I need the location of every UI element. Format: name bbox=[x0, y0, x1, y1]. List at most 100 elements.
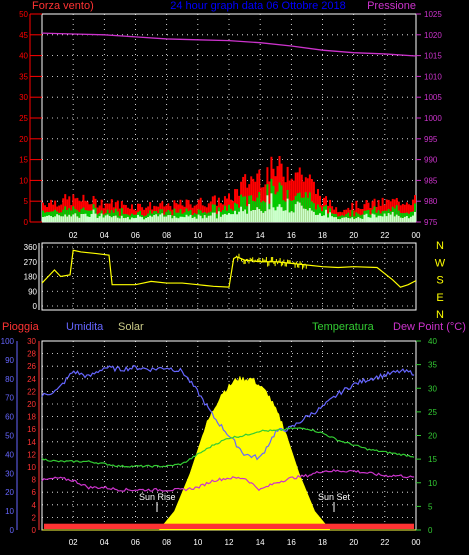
rain-tick-label: 18 bbox=[27, 413, 36, 422]
rain-tick-label: 10 bbox=[27, 463, 36, 472]
compass-letter: W bbox=[435, 257, 446, 269]
rain-tick-label: 16 bbox=[27, 425, 36, 434]
panel1-x-tick-label: 04 bbox=[100, 231, 109, 240]
rain-tick-label: 12 bbox=[27, 450, 36, 459]
compass-letter: N bbox=[436, 309, 444, 321]
panel3-x-tick-label: 16 bbox=[287, 538, 296, 547]
panel1-x-tick-label: 22 bbox=[380, 231, 389, 240]
rain-tick-label: 6 bbox=[32, 488, 37, 497]
direction-tick-label: 90 bbox=[28, 287, 37, 296]
humidity-tick-label: 0 bbox=[10, 526, 15, 535]
temperature-tick-label: 30 bbox=[428, 384, 437, 393]
temperature-tick-label: 15 bbox=[428, 455, 437, 464]
panel3-x-tick-label: 14 bbox=[256, 538, 265, 547]
humidity-line bbox=[41, 364, 415, 461]
temperature-tick-label: 10 bbox=[428, 479, 437, 488]
panel3-x-tick-label: 10 bbox=[193, 538, 202, 547]
rain-tick-label: 24 bbox=[27, 375, 36, 384]
panel3-x-tick-label: 20 bbox=[349, 538, 358, 547]
wind-tick-label: 30 bbox=[19, 93, 28, 102]
compass-letter: E bbox=[436, 292, 443, 304]
temperature-line bbox=[41, 426, 415, 468]
temperature-tick-label: 0 bbox=[428, 526, 433, 535]
pressure-tick-label: 975 bbox=[424, 218, 438, 227]
wind-tick-label: 10 bbox=[19, 176, 28, 185]
pressure-line bbox=[41, 32, 417, 57]
panel1-x-tick-label: 02 bbox=[69, 231, 78, 240]
panel1-x-tick-label: 12 bbox=[225, 231, 234, 240]
rain-tick-label: 14 bbox=[27, 438, 36, 447]
pressure-tick-label: 1000 bbox=[424, 114, 442, 123]
wind-tick-label: 15 bbox=[19, 156, 28, 165]
panel3-x-tick-label: 06 bbox=[131, 538, 140, 547]
panel3-x-tick-label: 08 bbox=[162, 538, 171, 547]
wind-tick-label: 50 bbox=[19, 10, 28, 19]
humidity-tick-label: 70 bbox=[5, 394, 14, 403]
pressure-tick-label: 1025 bbox=[424, 10, 442, 19]
humidity-axis-title: Umidita bbox=[66, 321, 104, 333]
pressure-tick-label: 1005 bbox=[424, 93, 442, 102]
rain-tick-label: 8 bbox=[32, 476, 37, 485]
pressure-tick-label: 990 bbox=[424, 156, 438, 165]
wind-tick-label: 20 bbox=[19, 135, 28, 144]
panel1-x-tick-label: 16 bbox=[287, 231, 296, 240]
panel3-x-tick-label: 22 bbox=[380, 538, 389, 547]
panel3-x-tick-label: 04 bbox=[100, 538, 109, 547]
compass-letter: S bbox=[436, 275, 443, 287]
direction-tick-label: 360 bbox=[24, 243, 38, 252]
wind-tick-label: 45 bbox=[19, 31, 28, 40]
panel1-x-tick-label: 20 bbox=[349, 231, 358, 240]
compass-letter: N bbox=[436, 240, 444, 252]
wind-tick-label: 0 bbox=[24, 218, 29, 227]
pressure-tick-label: 1015 bbox=[424, 52, 442, 61]
temperature-tick-label: 40 bbox=[428, 337, 437, 346]
direction-tick-label: 180 bbox=[24, 273, 38, 282]
solar-area bbox=[42, 375, 416, 531]
panel1-x-tick-label: 06 bbox=[131, 231, 140, 240]
panel1-x-tick-label: 14 bbox=[256, 231, 265, 240]
solar-axis-title: Solar bbox=[118, 321, 144, 333]
panel1-x-tick-label: 18 bbox=[318, 231, 327, 240]
humidity-tick-label: 40 bbox=[5, 450, 14, 459]
rain-tick-label: 22 bbox=[27, 387, 36, 396]
panel1-x-tick-label: 00 bbox=[412, 231, 421, 240]
direction-tick-label: 270 bbox=[24, 258, 38, 267]
direction-tick-label: 0 bbox=[33, 302, 38, 311]
panel3-x-tick-label: 18 bbox=[318, 538, 327, 547]
rain-baseline-bar bbox=[44, 523, 414, 529]
rain-tick-label: 4 bbox=[32, 501, 37, 510]
wind-tick-label: 35 bbox=[19, 72, 28, 81]
pressure-tick-label: 980 bbox=[424, 197, 438, 206]
panel3-x-tick-label: 00 bbox=[412, 538, 421, 547]
sunrise-label: Sun Rise bbox=[139, 492, 176, 502]
temperature-tick-label: 5 bbox=[428, 502, 433, 511]
sunset-label: Sun Set bbox=[318, 492, 351, 502]
wind-axis-title: Forza vento) bbox=[32, 0, 94, 12]
panel1-x-tick-label: 10 bbox=[193, 231, 202, 240]
humidity-tick-label: 90 bbox=[5, 356, 14, 365]
pressure-tick-label: 1010 bbox=[424, 72, 442, 81]
humidity-tick-label: 100 bbox=[1, 337, 15, 346]
temperature-tick-label: 20 bbox=[428, 432, 437, 441]
rain-tick-label: 2 bbox=[32, 513, 37, 522]
wind-tick-label: 40 bbox=[19, 52, 28, 61]
rain-tick-label: 28 bbox=[27, 350, 36, 359]
humidity-tick-label: 60 bbox=[5, 413, 14, 422]
panel1-frame bbox=[41, 13, 417, 223]
dewpoint-line bbox=[41, 468, 415, 492]
rain-tick-label: 0 bbox=[32, 526, 37, 535]
wind-tick-label: 5 bbox=[24, 197, 29, 206]
humidity-tick-label: 80 bbox=[5, 375, 14, 384]
pressure-tick-label: 1020 bbox=[424, 31, 442, 40]
chart-title: 24 hour graph data 06 Ottobre 2018 bbox=[170, 0, 346, 12]
panel3-x-tick-label: 12 bbox=[225, 538, 234, 547]
rain-tick-label: 20 bbox=[27, 400, 36, 409]
panel3-x-tick-label: 02 bbox=[69, 538, 78, 547]
pressure-tick-label: 995 bbox=[424, 135, 438, 144]
wind-direction-line bbox=[41, 249, 417, 288]
humidity-tick-label: 10 bbox=[5, 507, 14, 516]
temperature-tick-label: 35 bbox=[428, 361, 437, 370]
panel1-x-tick-label: 08 bbox=[162, 231, 171, 240]
